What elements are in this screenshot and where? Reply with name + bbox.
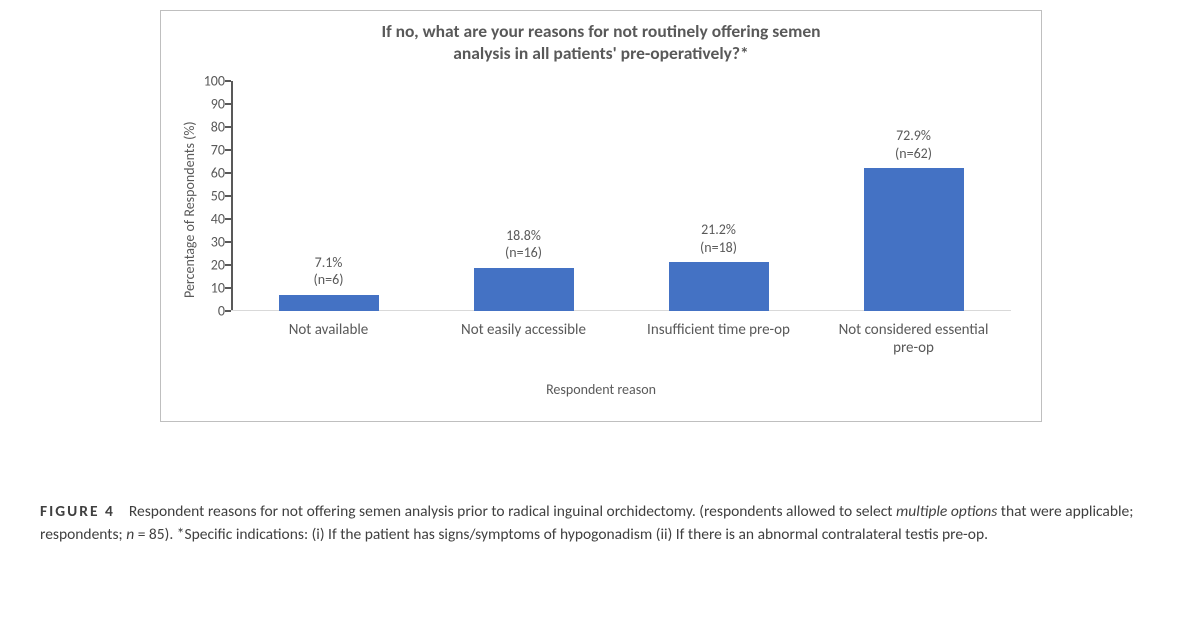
- y-tick-mark: [225, 287, 231, 289]
- caption-ital-1: multiple options: [896, 502, 997, 521]
- category-label: Not easily accessible: [426, 321, 621, 339]
- bar-value-label: 21.2%(n=18): [700, 221, 737, 256]
- bar: 18.8%(n=16): [474, 268, 574, 311]
- plot-area: 01020304050607080901007.1%(n=6)Not avail…: [231, 81, 1011, 311]
- y-tick-mark: [225, 241, 231, 243]
- chart-title: If no, what are your reasons for not rou…: [161, 21, 1041, 65]
- bar-pct: 72.9%: [896, 127, 931, 144]
- figure-number: FIGURE 4: [40, 502, 115, 521]
- page: If no, what are your reasons for not rou…: [0, 0, 1200, 617]
- bar-value-label: 72.9%(n=62): [895, 127, 932, 162]
- y-tick-mark: [225, 218, 231, 220]
- y-tick-mark: [225, 149, 231, 151]
- y-tick-mark: [225, 264, 231, 266]
- y-tick-mark: [225, 80, 231, 82]
- category-label: Insufficient time pre-op: [621, 321, 816, 339]
- bar-pct: 7.1%: [315, 254, 343, 271]
- category-label: Not considered essentialpre-op: [816, 321, 1011, 357]
- bar: 72.9%(n=62): [864, 168, 964, 311]
- bar-n: (n=62): [895, 145, 932, 162]
- y-axis-line: [231, 81, 233, 311]
- caption-text-1: Respondent reasons for not offering seme…: [129, 502, 896, 521]
- bar-n: (n=16): [505, 244, 542, 261]
- bar-value-label: 7.1%(n=6): [314, 254, 344, 289]
- bar: 7.1%(n=6): [279, 295, 379, 311]
- y-tick-mark: [225, 310, 231, 312]
- y-tick-mark: [225, 103, 231, 105]
- bar-n: (n=6): [314, 271, 344, 288]
- chart-title-line2: analysis in all patients' pre-operativel…: [453, 42, 749, 64]
- bar-pct: 18.8%: [506, 227, 541, 244]
- bar-value-label: 18.8%(n=16): [505, 227, 542, 262]
- category-label: Not available: [231, 321, 426, 339]
- y-tick-mark: [225, 126, 231, 128]
- chart-title-line1: If no, what are your reasons for not rou…: [381, 20, 820, 42]
- y-tick-mark: [225, 195, 231, 197]
- y-tick-mark: [225, 172, 231, 174]
- x-axis-title: Respondent reason: [161, 381, 1041, 398]
- bar-pct: 21.2%: [701, 221, 736, 238]
- caption-text-3: = 85). *Specific indications: (i) If the…: [134, 525, 988, 544]
- bar-n: (n=18): [700, 239, 737, 256]
- figure-caption: FIGURE 4 Respondent reasons for not offer…: [40, 500, 1160, 547]
- caption-n-ital: n: [126, 525, 134, 544]
- chart-panel: If no, what are your reasons for not rou…: [160, 10, 1042, 422]
- bar: 21.2%(n=18): [669, 262, 769, 311]
